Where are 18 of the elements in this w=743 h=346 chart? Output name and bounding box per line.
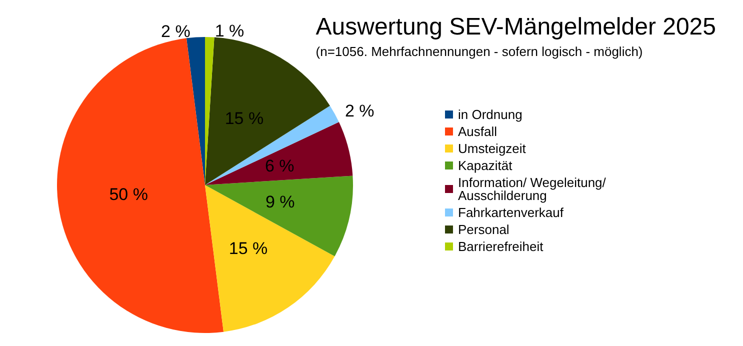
- data-label: 6 %: [264, 156, 294, 176]
- data-label: 50 %: [109, 185, 148, 204]
- data-label: 1 %: [214, 22, 244, 41]
- legend-label: Kapazität: [458, 158, 513, 173]
- legend-label: Umsteigzeit: [458, 141, 526, 156]
- legend-label: Fahrkartenverkauf: [458, 205, 564, 220]
- text: (n=1056. Mehrfachnennungen - sofern logisch - möglich): [316, 44, 643, 59]
- data-label: 2 %: [161, 22, 190, 41]
- data-label: 9 %: [265, 192, 295, 212]
- data-label: 2 %: [344, 101, 374, 120]
- legend-label: Barrierefreiheit: [458, 239, 544, 254]
- data-label: 15 %: [224, 109, 264, 128]
- legend-label: Ausfall: [458, 124, 498, 139]
- data-label: 15 %: [228, 239, 268, 258]
- legend-label: Personal: [458, 222, 510, 237]
- legend-label: Information/ Wegeleitung/ Ausschilderung: [458, 175, 610, 203]
- chart-title: Auswertung SEV-Mängelmelder 2025: [316, 14, 716, 40]
- legend-label: in Ordnung: [458, 107, 522, 122]
